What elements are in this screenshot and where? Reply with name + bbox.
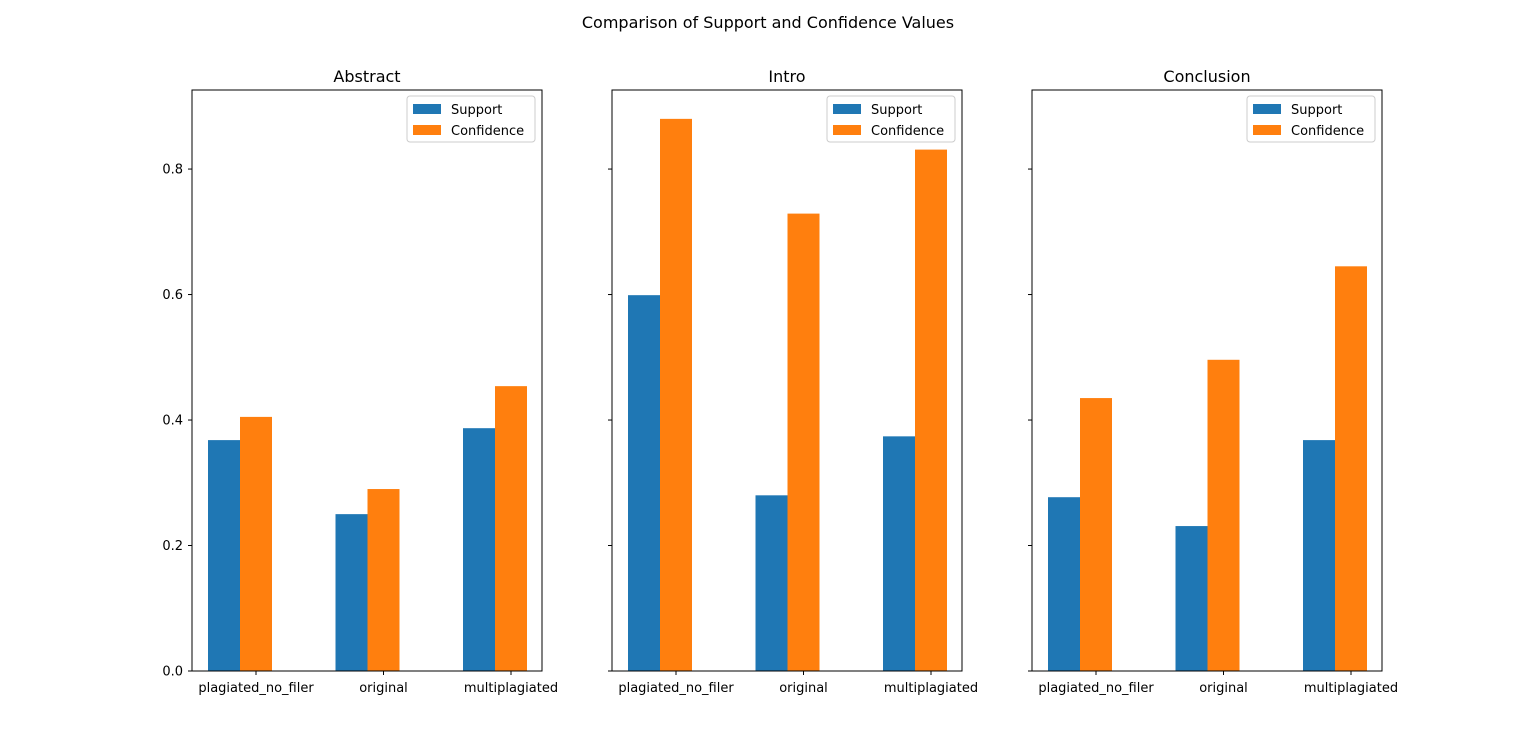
bar-confidence-multiplagiated [495,386,527,671]
x-tick-label: plagiated_no_filer [618,681,734,696]
bar-confidence-multiplagiated [915,149,947,671]
bar-confidence-multiplagiated [1335,266,1367,671]
legend-swatch-confidence [413,125,441,135]
legend-swatch-confidence [833,125,861,135]
legend-swatch-support [833,104,861,114]
legend: Support Confidence [406,95,536,143]
x-tick-label: original [359,681,408,696]
bar-support-original [335,514,368,671]
bar-support-multiplagiated [1303,440,1335,671]
x-tick-label: original [1199,681,1248,696]
x-tick-label: multiplagiated [464,681,558,696]
subplot-title: Conclusion [1163,67,1250,86]
y-tick-label: 0.0 [162,665,183,680]
bar-confidence-plagiated_no_filer [660,118,692,672]
bar-support-original [755,495,788,671]
axes-frame [1031,89,1383,672]
bar-support-plagiated_no_filer [628,295,660,671]
legend-label-confidence: Confidence [1291,124,1364,139]
bar-support-original [1175,526,1208,671]
x-tick-label: plagiated_no_filer [1038,681,1154,696]
legend-swatch-confidence [1253,125,1281,135]
subplot-intro: Intro plagiated_no_filer original multiplag… [608,67,978,696]
legend-swatch-support [413,104,441,114]
bar-confidence-original [787,213,820,671]
legend-label-confidence: Confidence [451,124,524,139]
bar-support-multiplagiated [463,428,495,671]
legend-label-confidence: Confidence [871,124,944,139]
bar-confidence-original [367,489,400,671]
subplot-abstract: Abstract 0.0 0.2 0.4 0.6 0.8 plagiated_no_file… [162,67,558,696]
legend: Support Confidence [826,95,956,143]
x-tick-label: multiplagiated [1304,681,1398,696]
bar-confidence-plagiated_no_filer [1080,398,1112,671]
subplot-title: Intro [768,67,805,86]
y-tick-label: 0.4 [162,414,183,429]
bar-support-plagiated_no_filer [208,440,240,671]
bar-support-plagiated_no_filer [1048,497,1080,671]
bar-support-multiplagiated [883,436,915,671]
legend-label-support: Support [1291,103,1342,118]
figure-title: Comparison of Support and Confidence Val… [582,13,954,32]
y-tick-label: 0.2 [162,539,183,554]
subplot-title: Abstract [333,67,400,86]
subplot-panels: Abstract 0.0 0.2 0.4 0.6 0.8 plagiated_no_file… [162,67,1398,696]
legend-swatch-support [1253,104,1281,114]
axes-frame [611,89,963,672]
subplot-conclusion: Conclusion plagiated_no_filer original mult… [1028,67,1398,696]
y-tick-label: 0.8 [162,163,183,178]
bar-confidence-original [1207,359,1240,671]
x-tick-label: multiplagiated [884,681,978,696]
axes-frame [191,89,543,672]
bar-confidence-plagiated_no_filer [240,416,272,671]
x-tick-label: plagiated_no_filer [198,681,314,696]
legend-label-support: Support [871,103,922,118]
x-tick-label: original [779,681,828,696]
legend: Support Confidence [1246,95,1376,143]
legend-label-support: Support [451,103,502,118]
y-tick-label: 0.6 [162,288,183,303]
